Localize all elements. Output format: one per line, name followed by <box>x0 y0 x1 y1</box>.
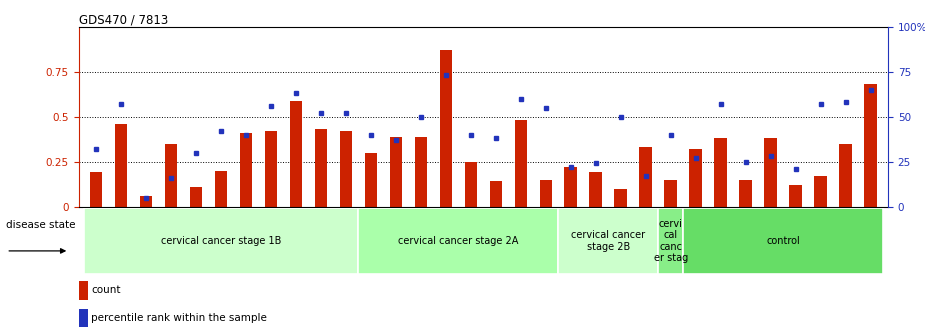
Bar <box>539 180 552 207</box>
Text: cervi
cal
canc
er stag: cervi cal canc er stag <box>654 219 688 263</box>
Text: cervical cancer stage 1B: cervical cancer stage 1B <box>161 236 281 246</box>
Bar <box>559 208 659 274</box>
Bar <box>564 167 577 207</box>
Bar <box>764 138 777 207</box>
Bar <box>190 187 203 207</box>
Bar <box>589 172 602 207</box>
Bar <box>290 100 302 207</box>
Text: cervical cancer stage 2A: cervical cancer stage 2A <box>398 236 519 246</box>
Bar <box>489 181 502 207</box>
Bar <box>864 84 877 207</box>
Bar <box>90 172 103 207</box>
Bar <box>389 136 402 207</box>
Bar <box>265 131 277 207</box>
Bar <box>414 136 427 207</box>
Bar <box>659 208 684 274</box>
Bar <box>789 185 802 207</box>
Bar <box>79 281 88 299</box>
Text: cervical cancer
stage 2B: cervical cancer stage 2B <box>571 230 646 252</box>
Bar <box>464 162 477 207</box>
Bar <box>358 208 559 274</box>
Text: control: control <box>766 236 800 246</box>
Bar <box>739 180 752 207</box>
Bar <box>614 189 627 207</box>
Bar <box>115 124 128 207</box>
Bar <box>689 149 702 207</box>
Bar <box>140 196 153 207</box>
Bar <box>83 208 358 274</box>
Bar <box>364 153 377 207</box>
Text: percentile rank within the sample: percentile rank within the sample <box>91 313 267 323</box>
Bar <box>79 309 88 327</box>
Text: GDS470 / 7813: GDS470 / 7813 <box>79 14 167 27</box>
Bar <box>839 144 852 207</box>
Bar <box>240 133 253 207</box>
Bar <box>684 208 883 274</box>
Bar <box>639 147 652 207</box>
Text: disease state: disease state <box>6 220 76 230</box>
Bar <box>714 138 727 207</box>
Bar <box>165 144 178 207</box>
Bar <box>814 176 827 207</box>
Bar <box>215 171 228 207</box>
Text: count: count <box>91 285 120 295</box>
Bar <box>664 180 677 207</box>
Bar <box>439 50 452 207</box>
Bar <box>314 129 327 207</box>
Bar <box>514 120 527 207</box>
Bar <box>339 131 352 207</box>
